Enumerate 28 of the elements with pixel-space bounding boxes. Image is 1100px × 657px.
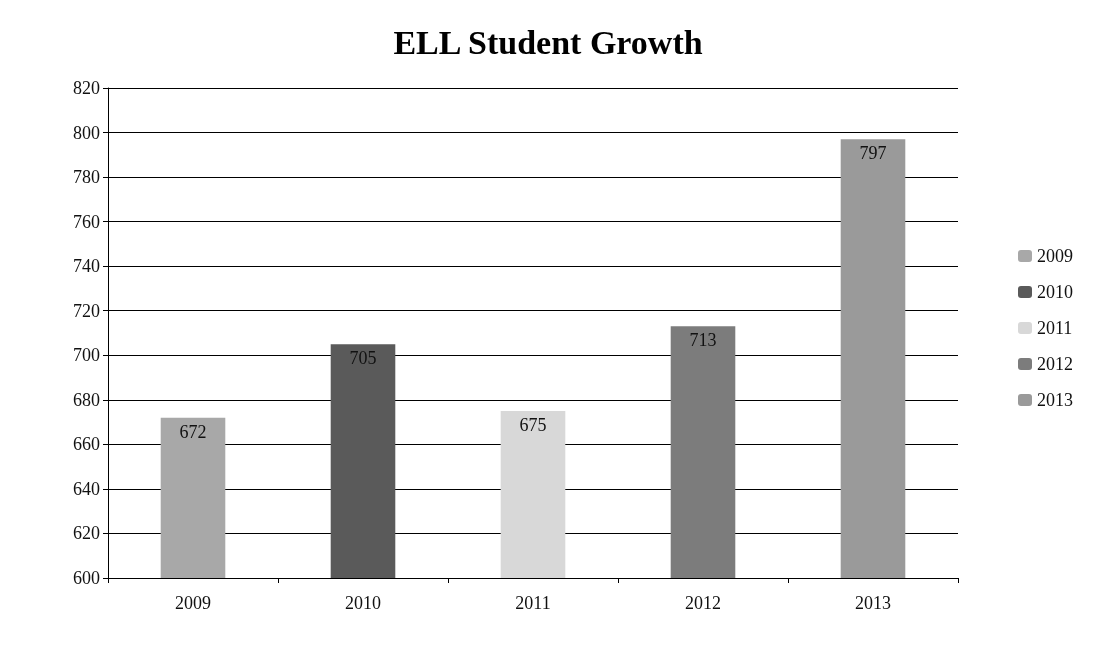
legend-label: 2010 [1037, 282, 1073, 302]
y-tick-label: 640 [73, 478, 100, 499]
data-label: 705 [349, 348, 377, 369]
y-tick-label: 660 [73, 434, 100, 455]
x-tick-label: 2011 [515, 593, 551, 613]
x-tick-label: 2010 [345, 593, 381, 613]
y-tick-label: 700 [73, 345, 100, 366]
legend-label: 2013 [1037, 390, 1073, 410]
x-tick-label: 2012 [685, 593, 721, 613]
data-label: 797 [859, 143, 887, 164]
y-tick-label: 620 [73, 523, 100, 544]
y-tick-label: 740 [73, 256, 100, 277]
data-label: 713 [689, 330, 717, 351]
y-tick-label: 800 [73, 122, 100, 143]
data-label: 675 [519, 414, 547, 435]
x-tick-label: 2009 [175, 593, 211, 613]
legend-label: 2009 [1037, 246, 1073, 266]
y-tick-label: 780 [73, 167, 100, 188]
y-tick-label: 600 [73, 568, 100, 588]
y-tick-label: 820 [73, 78, 100, 98]
chart-title: ELL Student Growth [393, 23, 703, 61]
y-tick-label: 720 [73, 300, 100, 321]
y-tick-label: 760 [73, 211, 100, 232]
y-tick-label: 680 [73, 389, 100, 410]
legend-label: 2011 [1037, 318, 1073, 338]
data-label: 672 [179, 421, 207, 442]
legend-label: 2012 [1037, 354, 1073, 374]
x-tick-label: 2013 [855, 593, 891, 613]
